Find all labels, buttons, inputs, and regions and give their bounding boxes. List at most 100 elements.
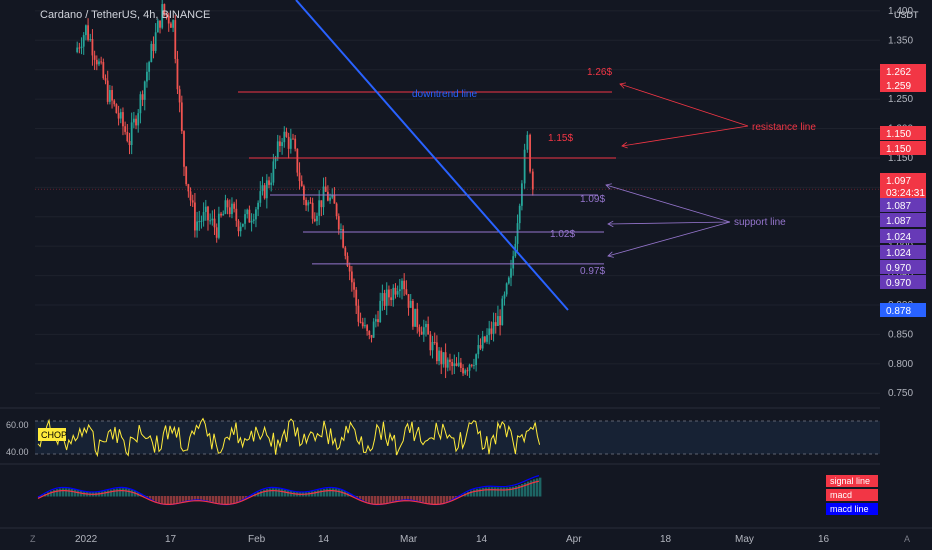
candle[interactable] (499, 316, 501, 326)
candle[interactable] (331, 194, 334, 198)
candle[interactable] (444, 352, 447, 368)
level-lines[interactable] (35, 0, 880, 311)
candle[interactable] (390, 297, 392, 301)
candle[interactable] (416, 308, 419, 328)
candle[interactable] (235, 208, 238, 221)
candle[interactable] (259, 191, 262, 203)
candle[interactable] (130, 122, 133, 146)
candle[interactable] (300, 181, 303, 187)
candle[interactable] (93, 55, 96, 60)
candle[interactable] (250, 220, 253, 223)
candle[interactable] (279, 141, 281, 147)
candle[interactable] (335, 203, 338, 217)
candle[interactable] (468, 364, 471, 371)
candle[interactable] (146, 71, 148, 82)
candles[interactable] (76, 0, 534, 379)
candle[interactable] (224, 200, 227, 214)
candle[interactable] (257, 202, 260, 210)
candle[interactable] (470, 364, 473, 366)
candle[interactable] (518, 205, 521, 224)
candle[interactable] (479, 345, 482, 349)
candle[interactable] (324, 186, 327, 192)
signal-line[interactable] (37, 480, 540, 505)
candle[interactable] (115, 104, 118, 114)
candle[interactable] (396, 291, 399, 295)
candle[interactable] (475, 354, 478, 366)
candle[interactable] (187, 184, 190, 192)
candle[interactable] (270, 182, 273, 185)
candle[interactable] (481, 336, 484, 349)
candle[interactable] (244, 214, 246, 224)
candle[interactable] (442, 352, 445, 365)
candle[interactable] (337, 216, 340, 230)
candle[interactable] (313, 218, 316, 222)
candle[interactable] (429, 334, 432, 351)
candle[interactable] (276, 141, 279, 158)
candle[interactable] (176, 58, 179, 90)
candle[interactable] (529, 134, 531, 172)
time-axis[interactable]: 2022 17 Feb 14 Mar 14 Apr 18 May 16 Z A (0, 527, 932, 545)
candle[interactable] (516, 223, 519, 244)
candle[interactable] (311, 202, 314, 219)
candle[interactable] (148, 62, 151, 72)
candle[interactable] (272, 161, 275, 183)
candle[interactable] (490, 328, 493, 334)
candle[interactable] (403, 280, 406, 290)
candle[interactable] (170, 23, 172, 28)
candle[interactable] (283, 131, 286, 143)
candle[interactable] (163, 4, 166, 14)
candle[interactable] (220, 213, 222, 216)
candle[interactable] (102, 62, 105, 79)
candle[interactable] (124, 126, 127, 132)
candle[interactable] (239, 226, 242, 232)
candle[interactable] (457, 362, 460, 366)
candle[interactable] (213, 218, 216, 228)
candle[interactable] (228, 207, 231, 215)
candle[interactable] (501, 298, 504, 326)
candle[interactable] (340, 229, 342, 231)
candle[interactable] (91, 39, 94, 56)
candle[interactable] (261, 185, 264, 192)
candle[interactable] (388, 289, 390, 298)
chop-line[interactable] (37, 417, 541, 458)
candle[interactable] (263, 185, 266, 199)
candle[interactable] (414, 308, 416, 327)
candle[interactable] (440, 350, 443, 365)
candle[interactable] (100, 61, 103, 63)
candle[interactable] (126, 131, 129, 142)
candle[interactable] (350, 271, 353, 283)
candle[interactable] (455, 363, 458, 366)
candle[interactable] (141, 94, 144, 100)
candle[interactable] (161, 4, 164, 28)
zoom-corner[interactable]: Z (30, 534, 36, 544)
candle[interactable] (401, 280, 403, 290)
candle[interactable] (427, 323, 430, 335)
candle[interactable] (372, 321, 375, 338)
candle[interactable] (104, 78, 107, 81)
candle[interactable] (385, 289, 388, 306)
candle[interactable] (87, 25, 89, 40)
candle[interactable] (353, 282, 355, 290)
candle[interactable] (412, 300, 414, 327)
candle[interactable] (477, 345, 480, 355)
candle[interactable] (420, 331, 423, 335)
candle[interactable] (368, 330, 371, 336)
candle[interactable] (309, 202, 312, 204)
candle[interactable] (248, 209, 251, 223)
candle[interactable] (80, 46, 83, 48)
candle[interactable] (189, 191, 192, 201)
candle[interactable] (451, 361, 454, 367)
candle[interactable] (318, 200, 321, 216)
candle[interactable] (89, 39, 92, 41)
candle[interactable] (383, 293, 386, 306)
candle[interactable] (289, 138, 292, 149)
candle[interactable] (241, 223, 244, 227)
candle[interactable] (209, 220, 212, 222)
candle[interactable] (82, 35, 85, 47)
candle[interactable] (167, 15, 170, 24)
candle[interactable] (374, 319, 377, 322)
candle[interactable] (150, 43, 153, 63)
candle[interactable] (143, 81, 146, 100)
candle[interactable] (355, 289, 358, 306)
